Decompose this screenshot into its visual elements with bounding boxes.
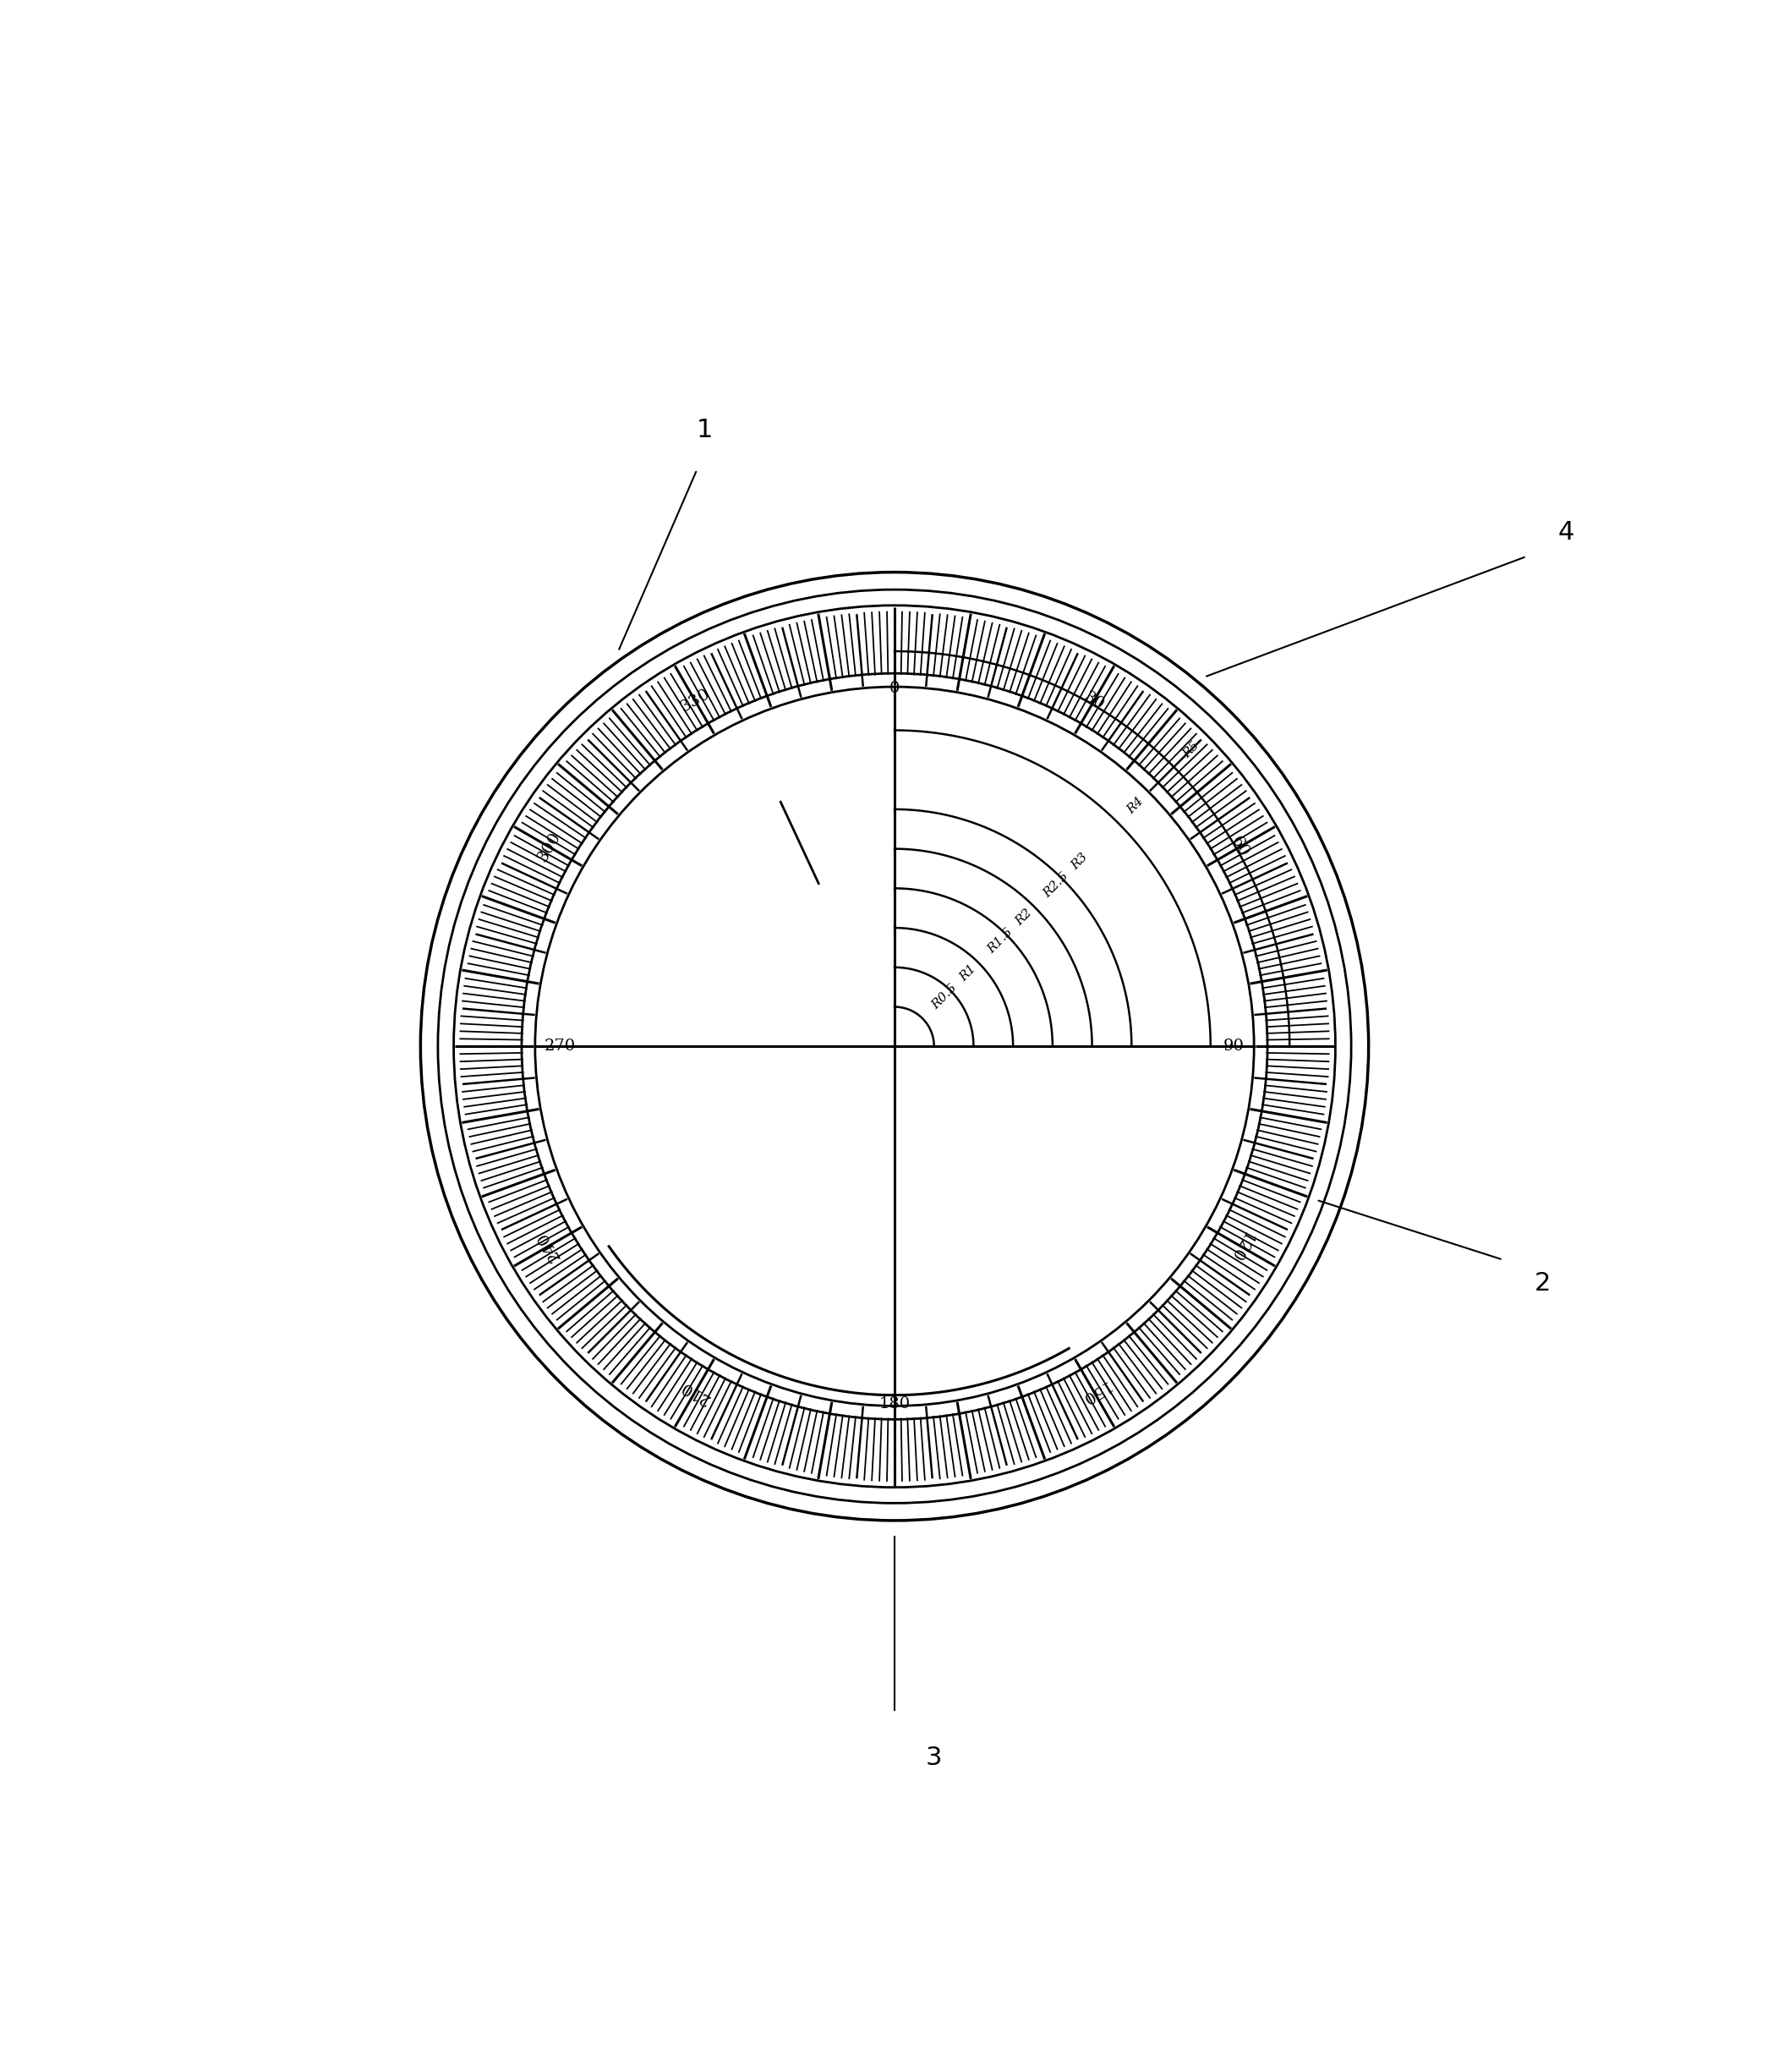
Text: 180: 180 [880, 1397, 910, 1411]
Text: R5: R5 [1181, 740, 1202, 760]
Text: R2: R2 [1013, 908, 1035, 928]
Text: 210: 210 [678, 1378, 712, 1407]
Text: 4: 4 [1557, 520, 1573, 545]
Text: R0.5: R0.5 [929, 982, 960, 1011]
Text: 300: 300 [535, 829, 564, 864]
Text: 330: 330 [678, 686, 712, 715]
Text: 270: 270 [544, 1038, 576, 1055]
Text: 90: 90 [1224, 1038, 1245, 1055]
Text: R1.5: R1.5 [985, 926, 1015, 955]
Text: 30: 30 [1081, 688, 1106, 713]
Text: 3: 3 [926, 1745, 942, 1769]
Text: 150: 150 [1076, 1378, 1111, 1407]
Text: R4: R4 [1124, 796, 1145, 816]
Text: R1: R1 [958, 963, 978, 984]
Text: 0: 0 [888, 682, 899, 696]
Text: 1: 1 [698, 419, 714, 441]
Text: R2.5: R2.5 [1040, 870, 1070, 899]
Text: 2: 2 [1534, 1272, 1550, 1295]
Text: 60: 60 [1227, 833, 1252, 860]
Text: 240: 240 [535, 1229, 564, 1264]
Text: R3: R3 [1069, 852, 1090, 872]
Text: 120: 120 [1226, 1229, 1254, 1264]
